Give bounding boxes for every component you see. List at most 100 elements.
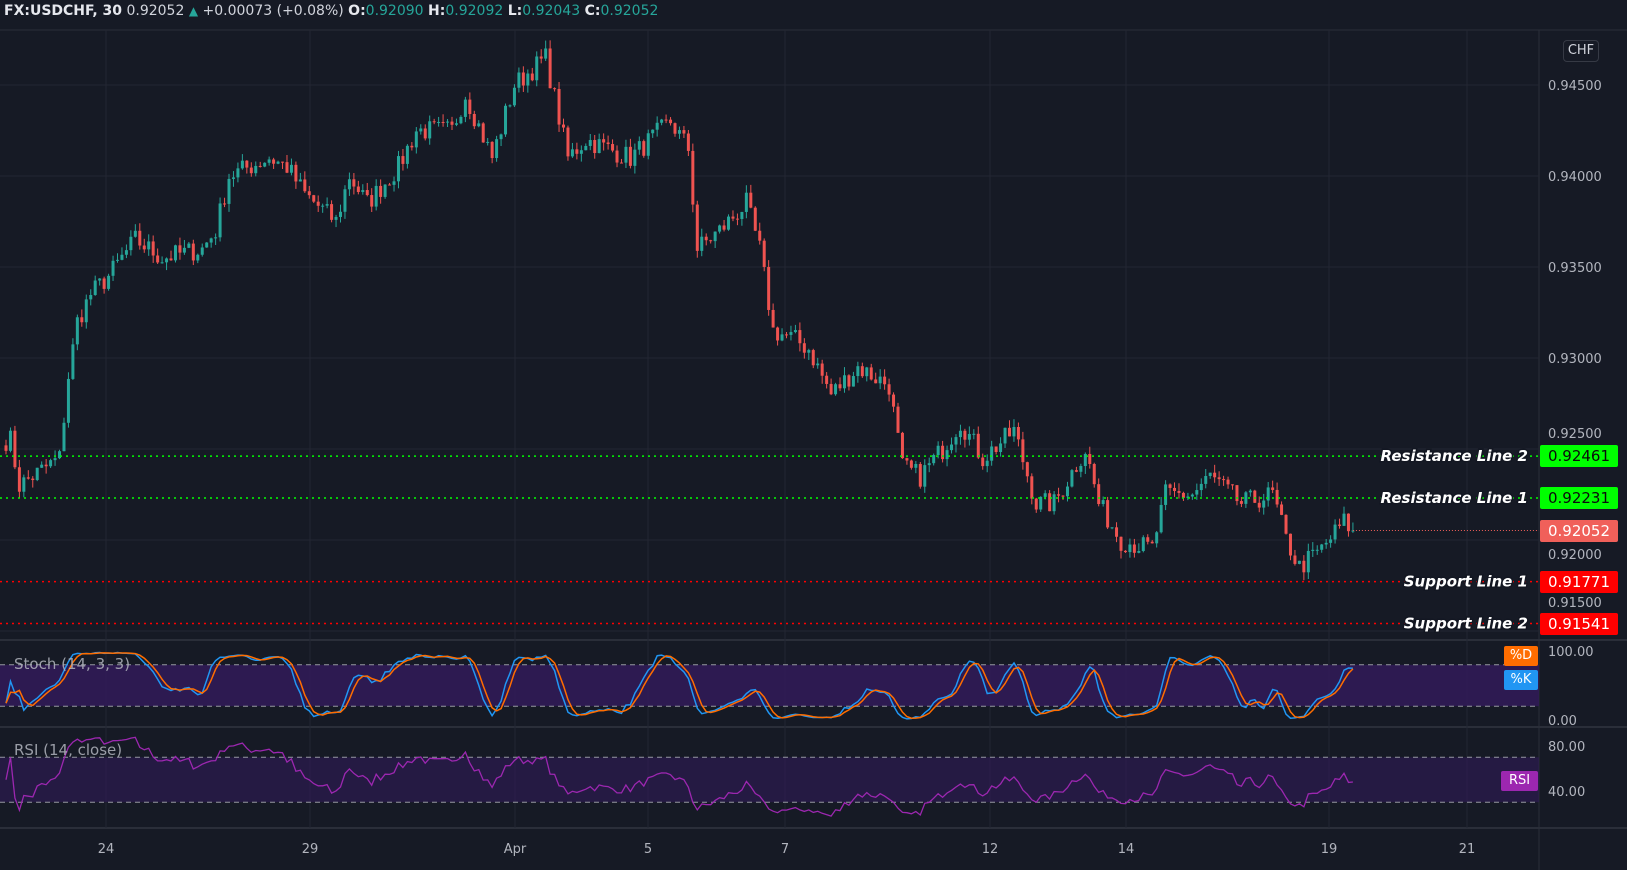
candle-body <box>285 162 289 173</box>
candle-body <box>1119 536 1123 551</box>
candle-body <box>1070 470 1074 487</box>
candle-body <box>731 216 735 219</box>
candle-body <box>847 375 851 387</box>
stoch-title[interactable]: Stoch (14, 3, 3) <box>14 655 131 673</box>
candle-body <box>44 464 48 467</box>
candle-body <box>611 144 615 151</box>
candle-body <box>1239 501 1243 504</box>
stoch-k-tag: %K <box>1504 670 1538 690</box>
low-label: L: <box>507 3 523 19</box>
candle-body <box>874 379 878 384</box>
candle-body <box>1132 544 1136 553</box>
candle-body <box>334 216 338 220</box>
candle-body <box>178 245 182 253</box>
candle-body <box>673 123 677 134</box>
price-change: +0.00073 (+0.08%) <box>202 3 344 19</box>
candle-body <box>129 236 133 251</box>
candle-body <box>816 363 820 366</box>
candle-body <box>985 460 989 467</box>
candle-body <box>807 350 811 353</box>
candle-body <box>619 162 623 164</box>
candle-body <box>530 73 534 81</box>
candle-body <box>1008 427 1011 437</box>
candle-body <box>490 141 494 159</box>
candle-body <box>450 121 454 125</box>
candle-body <box>1003 427 1007 444</box>
candle-body <box>89 295 93 300</box>
candle-body <box>704 236 708 241</box>
open-value: 0.92090 <box>365 3 424 19</box>
candle-body <box>642 141 646 156</box>
candle-body <box>4 445 8 451</box>
candle-body <box>223 203 227 205</box>
candle-body <box>481 123 485 143</box>
candle-body <box>892 394 896 407</box>
candle-body <box>883 376 887 385</box>
candle-body <box>214 237 218 239</box>
candle-body <box>1061 495 1065 497</box>
candle-body <box>651 129 655 134</box>
candle-body <box>624 146 628 163</box>
candle-body <box>414 131 418 148</box>
candle-body <box>182 247 186 253</box>
candle-body <box>1025 462 1029 477</box>
candle-body <box>477 123 481 127</box>
rsi-title[interactable]: RSI (14, close) <box>14 741 123 759</box>
price-tick-label: 0.91500 <box>1548 596 1602 611</box>
candle-body <box>963 430 967 440</box>
candle-body <box>1204 476 1208 484</box>
candle-body <box>1320 544 1324 550</box>
candle-body <box>1213 472 1217 478</box>
candle-body <box>544 48 548 59</box>
candle-body <box>245 160 249 168</box>
currency-badge[interactable]: CHF <box>1563 40 1599 62</box>
stoch-tick-label: 100.00 <box>1548 645 1594 660</box>
candle-body <box>58 451 62 459</box>
candle-body <box>138 230 142 246</box>
candle-body <box>1088 453 1092 464</box>
candle-body <box>945 450 949 460</box>
candle-body <box>660 119 664 123</box>
candle-body <box>508 105 512 107</box>
candle-body <box>53 458 57 461</box>
candle-body <box>896 406 900 433</box>
time-tick-label: 7 <box>781 842 789 857</box>
candle-body <box>1253 490 1257 503</box>
candle-body <box>1141 537 1145 552</box>
candle-body <box>1048 493 1052 512</box>
candle-body <box>169 258 173 261</box>
candle-body <box>735 218 739 220</box>
candle-body <box>575 149 579 154</box>
candle-body <box>1150 541 1154 544</box>
candle-body <box>1226 479 1230 485</box>
level-price-tag: 0.91541 <box>1540 612 1618 635</box>
candle-body <box>17 467 21 492</box>
candle-body <box>13 430 17 468</box>
candle-body <box>276 161 280 164</box>
candle-body <box>1257 502 1261 508</box>
candle-body <box>579 150 583 154</box>
level-label: Support Line 1 <box>1404 573 1528 591</box>
candle-body <box>419 128 423 132</box>
candle-body <box>932 455 936 464</box>
candle-body <box>776 327 780 341</box>
candle-body <box>811 350 815 366</box>
candle-body <box>967 433 971 440</box>
candle-body <box>1057 494 1061 496</box>
candle-body <box>147 241 151 250</box>
candle-body <box>834 384 838 395</box>
level-price-tag: 0.91771 <box>1540 570 1618 593</box>
candle-body <box>1083 453 1087 467</box>
symbol-interval[interactable]: FX:USDCHF, 30 <box>4 3 123 19</box>
level-label: Resistance Line 1 <box>1381 489 1528 507</box>
candle-body <box>1164 484 1168 505</box>
rsi-tick-label: 80.00 <box>1548 740 1585 755</box>
candle-body <box>762 240 766 267</box>
candle-body <box>553 88 557 90</box>
candle-body <box>1034 498 1038 510</box>
candle-body <box>22 477 26 492</box>
candle-body <box>410 145 414 148</box>
candle-body <box>958 430 962 438</box>
candle-body <box>1052 494 1056 512</box>
